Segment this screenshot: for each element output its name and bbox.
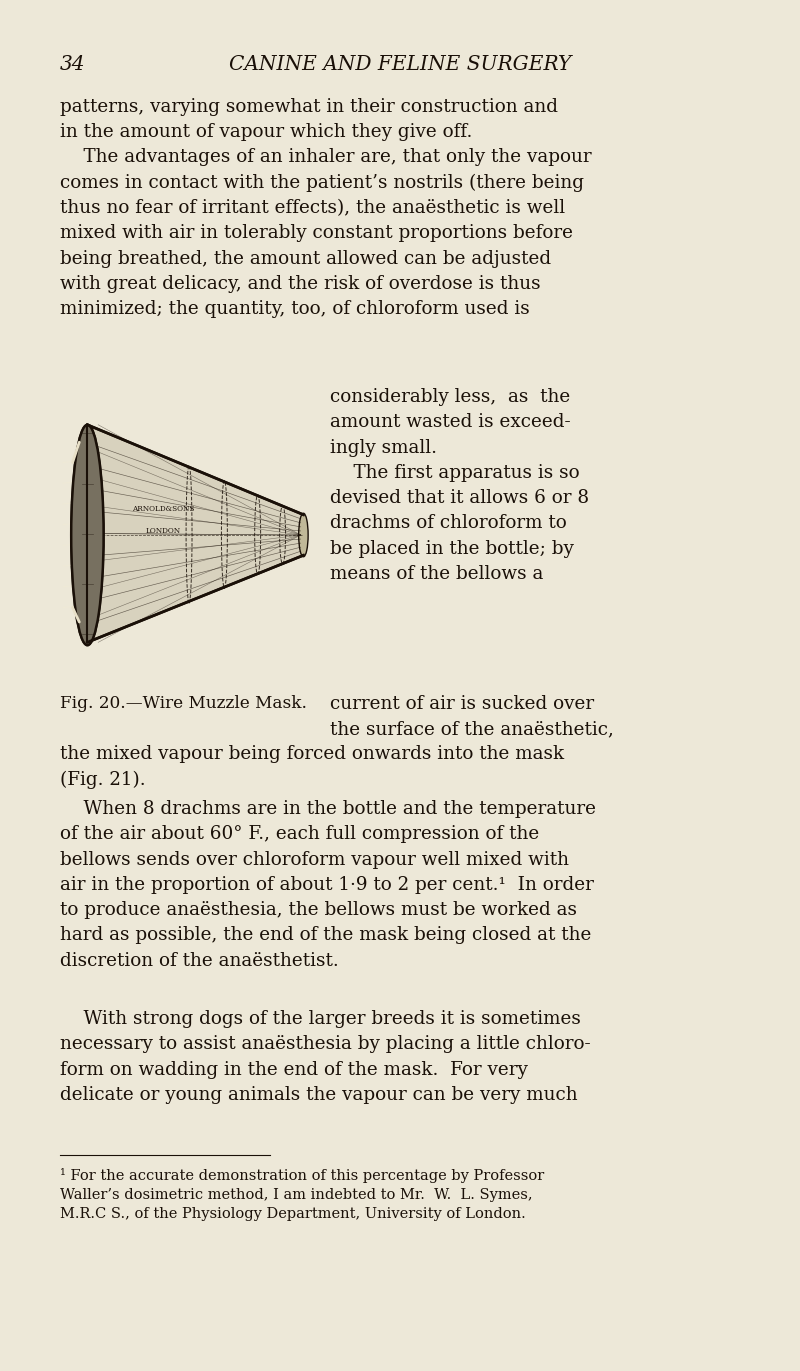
Text: The advantages of an inhaler are, that only the vapour
comes in contact with the: The advantages of an inhaler are, that o… <box>60 148 592 318</box>
Text: With strong dogs of the larger breeds it is sometimes
necessary to assist anaëst: With strong dogs of the larger breeds it… <box>60 1010 590 1104</box>
Ellipse shape <box>71 425 104 646</box>
Text: CANINE AND FELINE SURGERY: CANINE AND FELINE SURGERY <box>229 55 571 74</box>
Text: current of air is sucked over
the surface of the anaësthetic,: current of air is sucked over the surfac… <box>330 695 614 738</box>
Text: ¹ For the accurate demonstration of this percentage by Professor
Waller’s dosime: ¹ For the accurate demonstration of this… <box>60 1168 544 1222</box>
Ellipse shape <box>298 513 308 557</box>
Text: Fig. 20.—Wire Muzzle Mask.: Fig. 20.—Wire Muzzle Mask. <box>60 695 307 712</box>
Text: When 8 drachms are in the bottle and the temperature
of the air about 60° F., ea: When 8 drachms are in the bottle and the… <box>60 801 596 969</box>
Polygon shape <box>87 425 303 642</box>
Text: ARNOLD&SONS: ARNOLD&SONS <box>132 505 194 513</box>
Text: LONDON: LONDON <box>146 526 181 535</box>
Text: the mixed vapour being forced onwards into the mask
(Fig. 21).: the mixed vapour being forced onwards in… <box>60 744 564 788</box>
Text: patterns, varying somewhat in their construction and
in the amount of vapour whi: patterns, varying somewhat in their cons… <box>60 97 558 141</box>
Text: 34: 34 <box>60 55 86 74</box>
Ellipse shape <box>71 425 104 646</box>
Text: considerably less,  as  the
amount wasted is exceed-
ingly small.
    The first : considerably less, as the amount wasted … <box>330 388 589 583</box>
